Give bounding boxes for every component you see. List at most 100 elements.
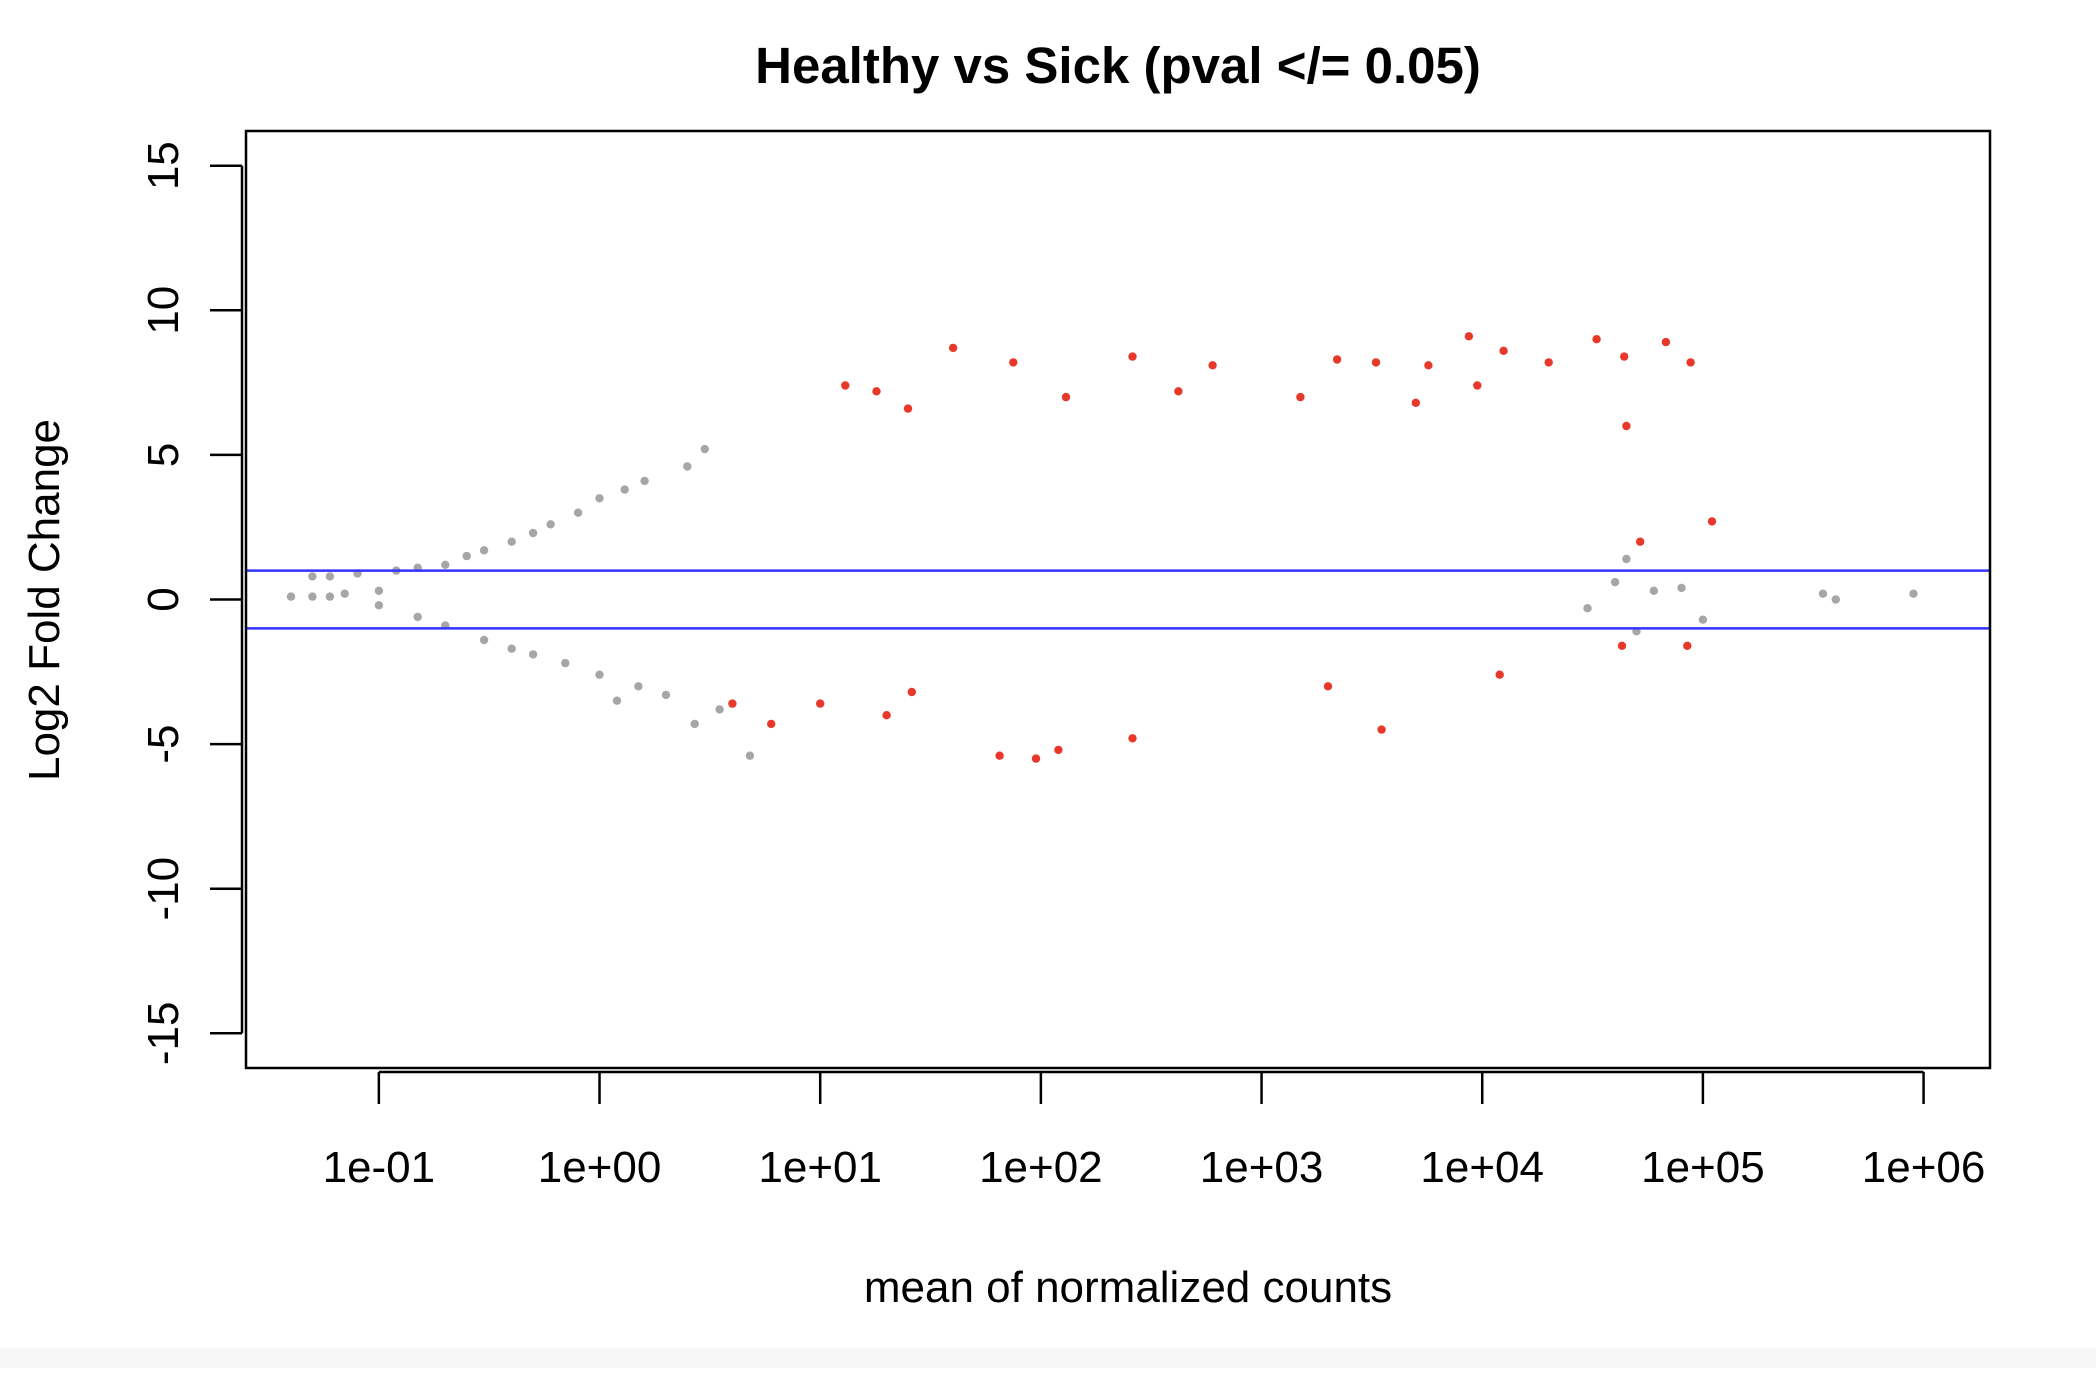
x-tick-label: 1e+00 [538,1143,662,1192]
data-point [715,705,724,714]
data-point [374,586,384,595]
data-point [561,658,570,668]
data-point [1296,392,1305,402]
data-point [1499,346,1508,355]
y-tick-label: 5 [139,443,188,467]
data-point [882,711,891,720]
data-point [1698,615,1708,624]
data-point [573,508,583,517]
data-point [462,551,471,561]
data-point [1464,332,1474,341]
data-point [1128,352,1137,361]
data-point [1054,745,1063,755]
data-point [1649,586,1659,595]
data-point [1424,361,1433,370]
data-point [872,387,881,396]
data-point [1707,517,1717,526]
data-point [612,696,622,705]
data-point [413,612,422,622]
data-point [661,690,671,700]
data-point [1332,355,1342,364]
bottom-strip [0,1348,2096,1368]
data-point [700,444,709,454]
data-point [1818,589,1828,598]
data-point [728,699,737,708]
data-point [1128,734,1137,743]
data-point [374,601,384,610]
data-point [1031,754,1041,763]
data-point [308,572,317,581]
y-tick-label: 10 [139,286,188,335]
plot-frame [244,129,1992,1070]
data-point [479,635,489,645]
data-point [690,719,699,729]
data-point [1411,398,1421,407]
x-tick-label: 1e+06 [1862,1143,1986,1192]
y-tick-label: 15 [139,141,188,190]
data-point [325,572,335,581]
data-point [1622,554,1631,564]
data-point [634,682,643,691]
data-point [1831,595,1841,604]
data-point [1473,381,1482,390]
data-point [907,687,916,697]
x-tick-label: 1e+04 [1420,1143,1544,1192]
data-point [595,670,604,679]
data-point [620,485,629,494]
x-axis-label: mean of normalized counts [864,1263,1392,1312]
data-point [1377,725,1386,734]
data-point [841,381,850,390]
data-point [441,560,450,569]
data-point [1620,352,1629,361]
x-tick-label: 1e+01 [758,1143,882,1192]
data-point [595,494,604,503]
data-point [1909,589,1918,598]
data-point [1610,577,1620,587]
data-point [325,592,335,601]
data-point [1208,361,1217,370]
y-tick-label: -15 [139,1002,188,1066]
data-point [1371,358,1381,367]
data-point [340,589,349,598]
data-point [1677,583,1686,593]
data-point [546,520,555,529]
data-point [995,751,1004,760]
data-point [683,462,692,471]
points-layer [286,332,1918,763]
data-point [948,343,958,353]
data-point [1661,337,1671,347]
threshold-lines [246,569,1990,630]
data-point [640,476,649,486]
data-point [1009,358,1018,367]
axes: 1e-01 1e+00 1e+01 1e+02 1e+03 1e+04 1e+05 1e+06… [139,141,1985,1192]
data-point [286,592,296,601]
data-point [479,546,489,555]
data-point [308,592,317,601]
data-point [1683,641,1692,650]
data-point [1583,604,1592,613]
data-point [1622,421,1631,431]
data-point [816,699,825,708]
data-point [767,719,776,729]
data-point [1495,670,1504,679]
data-point [1636,537,1645,546]
data-point [1544,358,1553,367]
x-tick-label: 1e+05 [1641,1143,1765,1192]
data-point [745,751,755,760]
data-point [1592,335,1601,344]
data-point [528,528,538,538]
data-point [1323,682,1333,691]
data-point [507,644,516,653]
y-tick-label: -10 [139,857,188,921]
y-axis-label: Log2 Fold Change [20,419,69,781]
data-point [1617,641,1627,650]
data-point [1174,387,1183,396]
y-tick-label: 0 [139,587,188,611]
data-point [507,537,516,546]
data-point [1061,392,1071,402]
x-tick-label: 1e+03 [1200,1143,1324,1192]
x-tick-label: 1e+02 [979,1143,1103,1192]
